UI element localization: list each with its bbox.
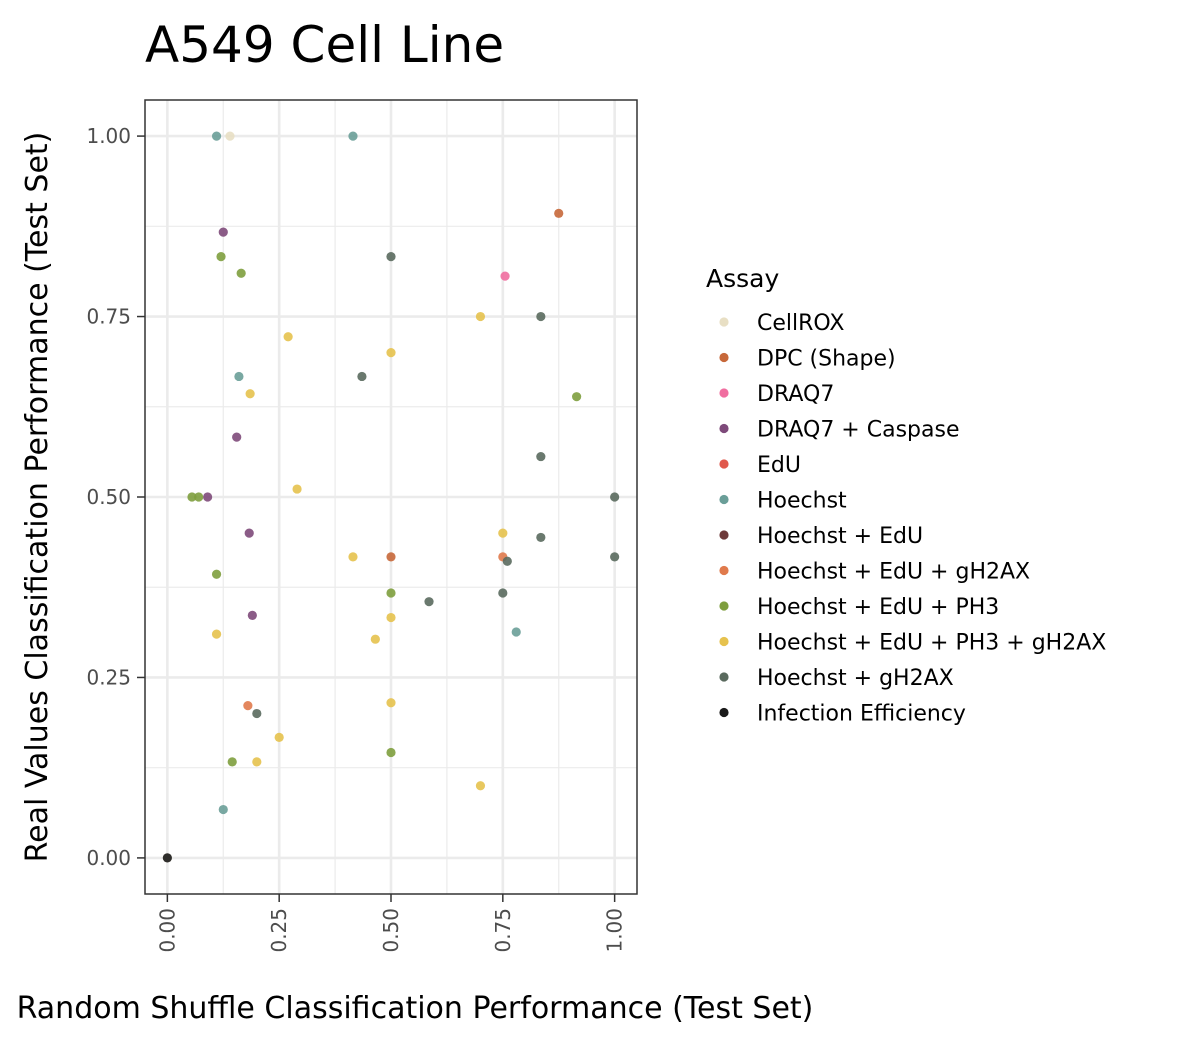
data-point: [386, 612, 396, 623]
y-axis-title: Real Values Classification Performance (…: [20, 132, 55, 863]
data-point: [386, 747, 396, 758]
data-point: [610, 492, 620, 502]
y-tick-label: 0.00: [86, 846, 131, 870]
legend-label: Hoechst + EdU: [757, 524, 923, 549]
data-point: [211, 569, 222, 579]
legend-label: Infection Efficiency: [757, 702, 966, 727]
data-point: [475, 311, 486, 322]
data-point: [236, 268, 246, 278]
legend-label: Hoechst + EdU + PH3 + gH2AX: [757, 631, 1106, 656]
legend-key: [719, 636, 729, 647]
data-point: [536, 451, 546, 462]
data-point: [211, 629, 222, 639]
data-point: [357, 371, 367, 382]
x-tick-label: 0.50: [379, 908, 403, 953]
data-point: [498, 528, 508, 538]
legend-key: [719, 388, 729, 398]
legend-label: DRAQ7 + Caspase: [757, 418, 959, 443]
x-tick-label: 0.25: [267, 908, 291, 953]
data-point: [243, 701, 253, 711]
data-point: [225, 131, 235, 141]
data-point: [610, 552, 620, 562]
data-point: [498, 588, 508, 598]
data-point: [572, 392, 582, 402]
data-point: [386, 252, 396, 262]
legend-key: [719, 352, 729, 363]
data-point: [218, 804, 228, 815]
legend-label: EdU: [757, 453, 801, 478]
data-point: [348, 552, 358, 562]
legend-label: Hoechst + gH2AX: [757, 666, 954, 691]
legend-key: [719, 601, 729, 611]
legend-key: [719, 565, 729, 576]
data-point: [211, 131, 222, 141]
legend-label: CellROX: [757, 311, 844, 336]
data-point: [554, 208, 564, 218]
y-tick-label: 0.50: [86, 485, 131, 509]
data-point: [502, 556, 512, 566]
data-point: [536, 532, 546, 543]
legend-label: DRAQ7: [757, 382, 834, 407]
data-point: [252, 757, 262, 767]
x-tick-label: 0.75: [491, 908, 515, 953]
data-point: [475, 781, 486, 791]
data-point: [386, 698, 396, 708]
data-point: [232, 432, 242, 442]
legend-label: DPC (Shape): [757, 347, 896, 372]
data-point: [247, 610, 257, 620]
y-tick-label: 0.25: [86, 665, 131, 689]
legend-key: [719, 707, 729, 718]
legend-label: Hoechst + EdU + gH2AX: [757, 560, 1030, 585]
data-point: [386, 552, 396, 562]
data-point: [348, 131, 358, 141]
x-axis-title: Random Shuffle Classification Performanc…: [17, 991, 814, 1026]
data-point: [274, 732, 284, 742]
x-tick-label: 1.00: [603, 908, 627, 953]
chart-title: A549 Cell Line: [145, 16, 504, 74]
data-point: [500, 271, 510, 281]
y-tick-label: 1.00: [86, 124, 131, 148]
legend-key: [719, 459, 729, 469]
data-point: [386, 588, 396, 598]
legend-title: Assay: [706, 264, 779, 293]
x-tick-label: 0.00: [155, 908, 179, 953]
data-point: [424, 597, 434, 607]
data-point: [162, 853, 172, 863]
grid: [145, 100, 637, 894]
data-point: [227, 757, 237, 767]
data-point: [245, 389, 255, 399]
legend-key: [719, 530, 729, 540]
data-points: [162, 131, 620, 863]
data-point: [234, 371, 244, 382]
legend-label: Hoechst + EdU + PH3: [757, 595, 999, 620]
legend-key: [719, 672, 729, 682]
data-point: [370, 634, 380, 644]
data-point: [244, 528, 254, 538]
axis-ticks: 0.00 0.25 0.50 0.75 1.00 0.00 0.25 0.50 0.75 1.00: [86, 124, 626, 952]
data-point: [536, 311, 546, 322]
data-point: [216, 252, 226, 262]
data-point: [194, 492, 204, 502]
data-point: [252, 708, 262, 719]
data-point: [203, 492, 213, 502]
data-point: [187, 492, 197, 502]
y-tick-label: 0.75: [86, 305, 131, 329]
legend-key: [719, 494, 729, 505]
legend: CellROX DPC (Shape) DRAQ7 DRAQ7 + Caspase Ed…: [719, 311, 1106, 727]
legend-key: [719, 317, 729, 327]
data-point: [218, 227, 228, 237]
data-point: [386, 348, 396, 358]
data-point: [292, 484, 302, 494]
data-point: [283, 332, 293, 342]
legend-label: Hoechst: [757, 489, 847, 514]
legend-key: [719, 423, 729, 434]
data-point: [511, 627, 521, 637]
